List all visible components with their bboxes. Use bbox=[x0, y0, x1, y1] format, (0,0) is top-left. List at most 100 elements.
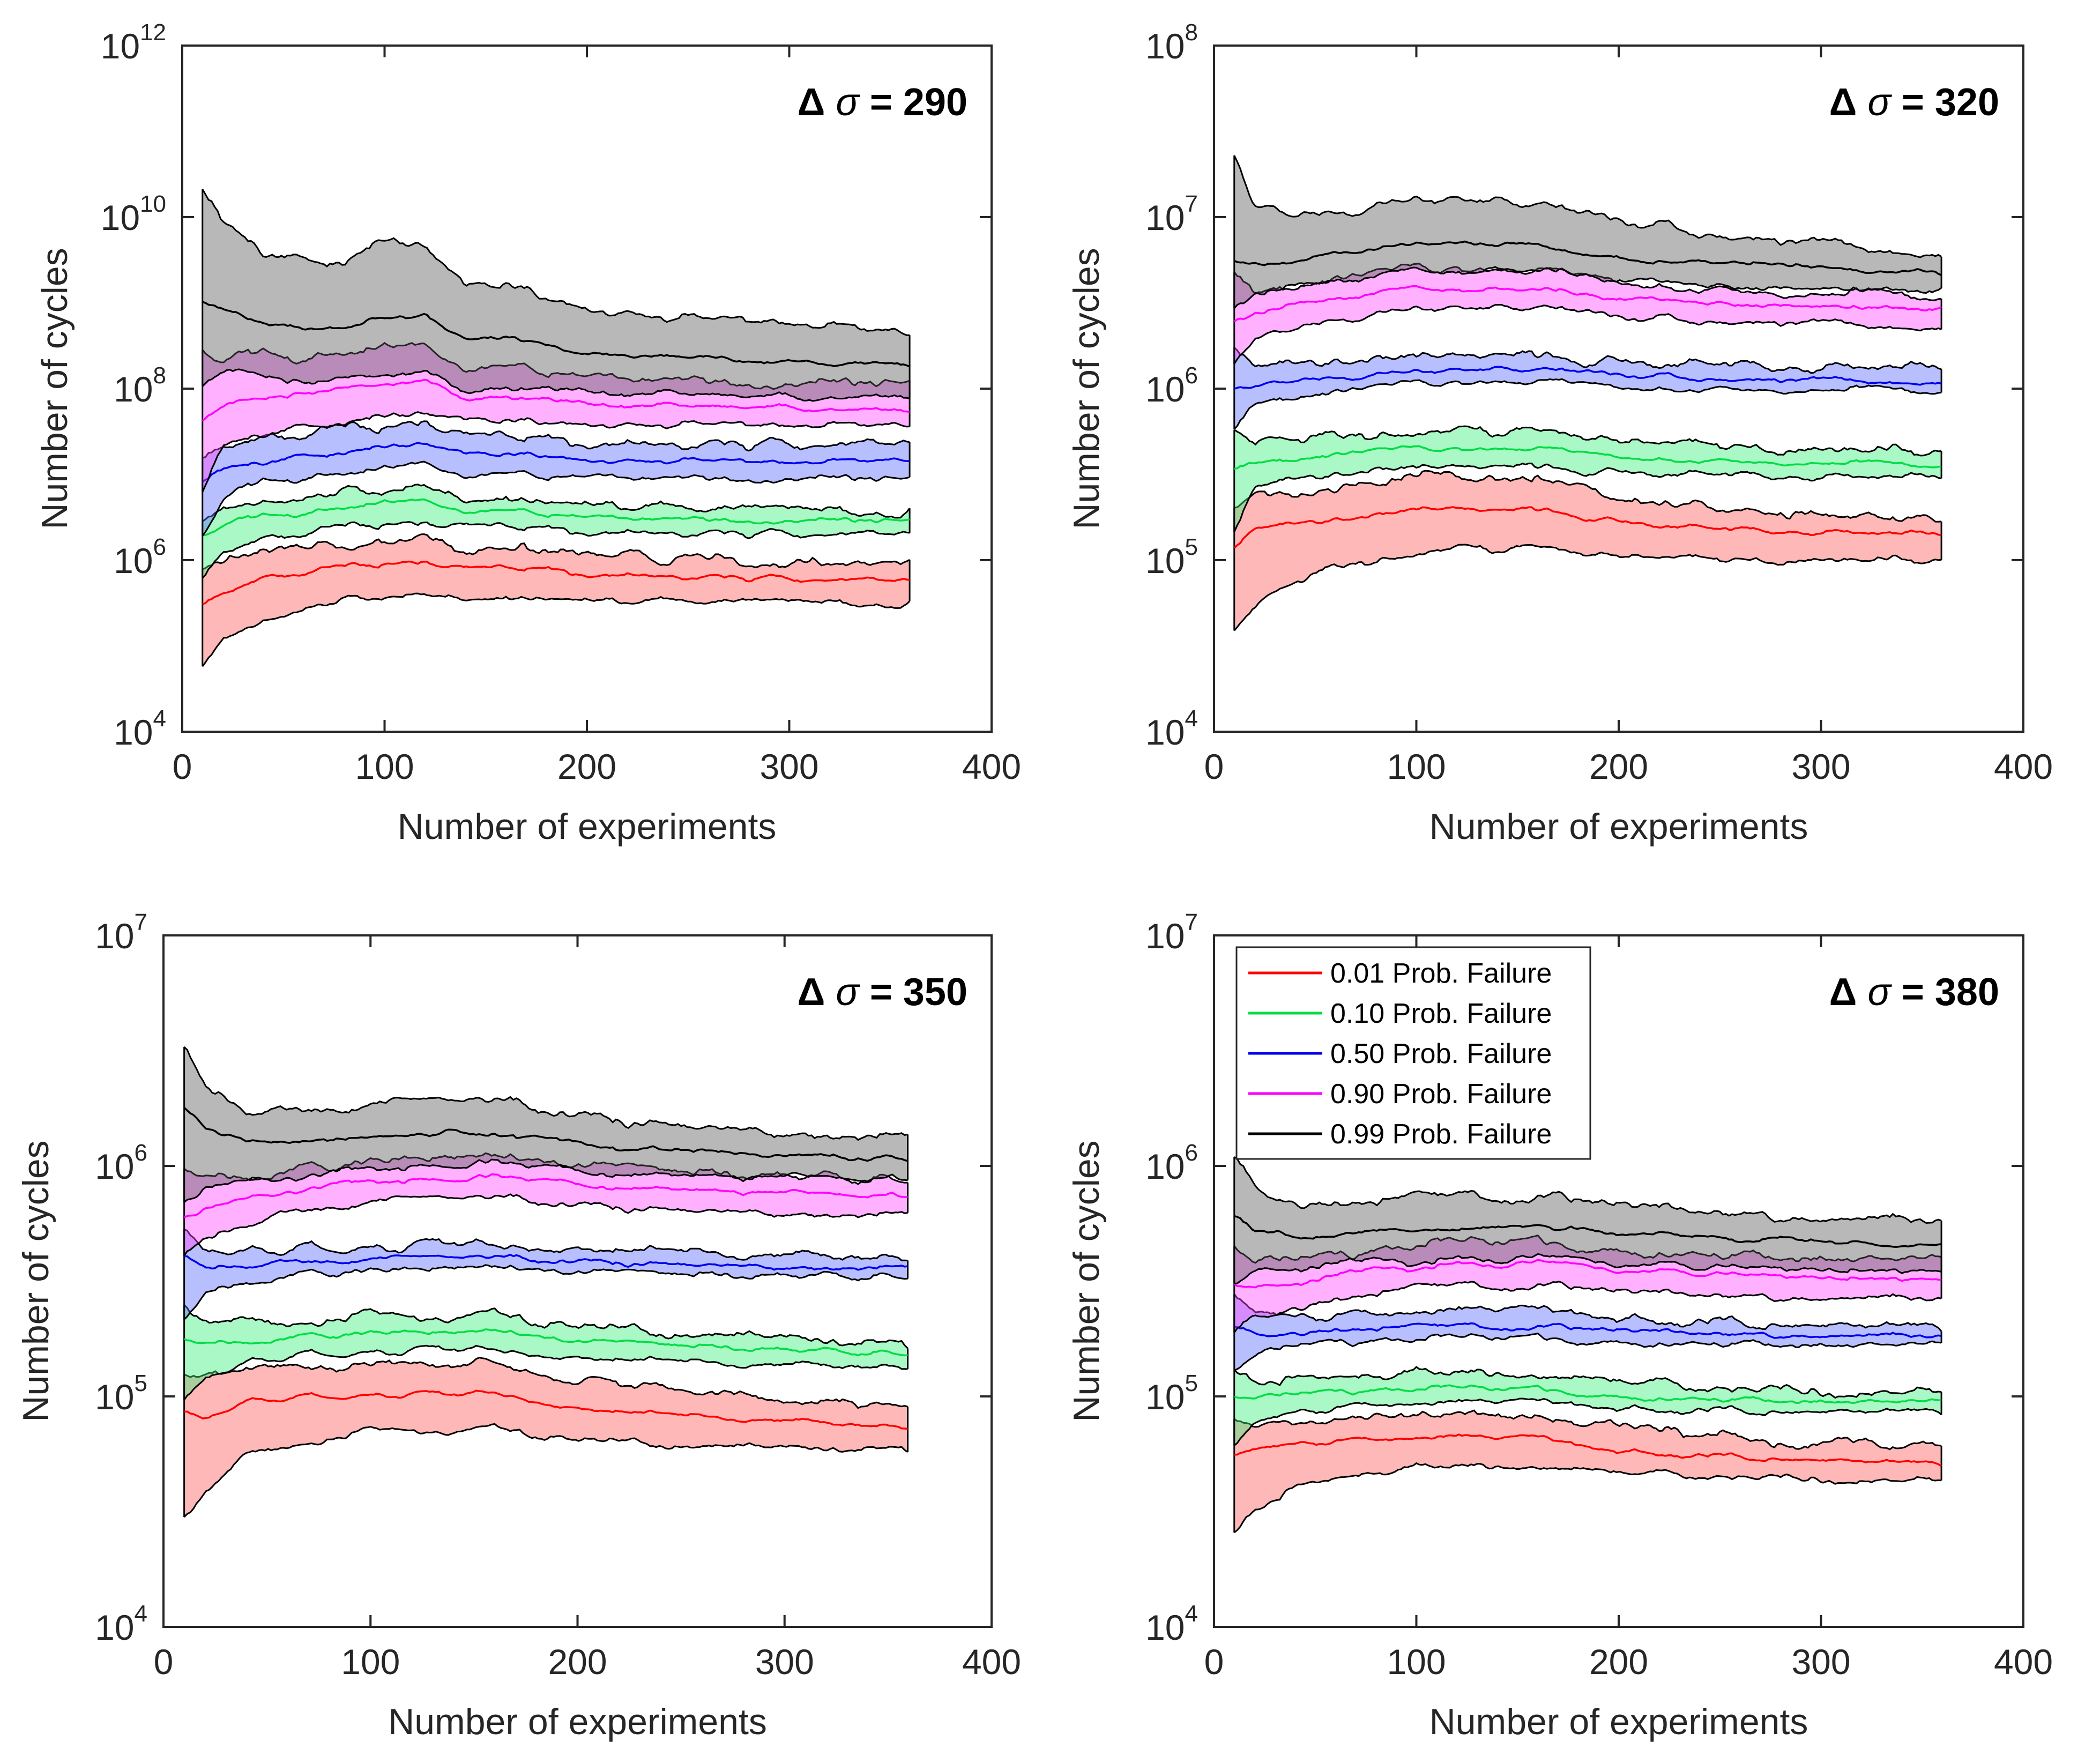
legend-entry-label: 0.99 Prob. Failure bbox=[1330, 1119, 1552, 1150]
y-tick-label: 104 bbox=[1145, 705, 1198, 752]
series-line-3 bbox=[1233, 285, 1942, 323]
plot-area bbox=[1233, 1156, 1942, 1533]
chart-panel-p380: 0 100 200 300 400 104 105 106 107 Number of exper… bbox=[1066, 909, 2053, 1742]
x-tick-label: 200 bbox=[1589, 747, 1648, 786]
x-tick-label: 200 bbox=[1589, 1642, 1648, 1682]
series-line-3 bbox=[183, 1173, 908, 1218]
legend-entry-label: 0.50 Prob. Failure bbox=[1330, 1038, 1552, 1069]
band-lower-edge-3 bbox=[183, 1193, 908, 1257]
x-tick-label: 0 bbox=[1204, 747, 1224, 786]
x-tick-label: 400 bbox=[1994, 747, 2053, 786]
band-lower-edge-2 bbox=[1233, 378, 1942, 430]
x-tick-label: 200 bbox=[557, 747, 616, 786]
band-lower-edge-1 bbox=[1233, 1397, 1942, 1446]
band-3 bbox=[1234, 263, 1942, 364]
band-lower-edge-0 bbox=[183, 1423, 908, 1518]
x-tick-label: 0 bbox=[173, 747, 192, 786]
band-upper-edge-0 bbox=[1234, 470, 1942, 523]
band-upper-edge-1 bbox=[1233, 425, 1942, 457]
band-lower-edge-0 bbox=[1233, 544, 1942, 631]
plot-area bbox=[202, 189, 911, 667]
y-axis-title: Number of cycles bbox=[34, 248, 75, 529]
band-lower-edge-3 bbox=[1233, 1281, 1942, 1333]
series-line-1 bbox=[1234, 445, 1942, 470]
band-4 bbox=[1234, 155, 1942, 309]
x-tick-label: 0 bbox=[154, 1642, 174, 1682]
x-tick-label: 300 bbox=[1791, 1642, 1850, 1682]
series-line-2 bbox=[1234, 366, 1942, 390]
stress-annotation: Δ σ = 290 bbox=[798, 81, 967, 124]
x-axis-title: Number of experiments bbox=[1429, 1701, 1808, 1742]
band-0 bbox=[184, 1357, 908, 1518]
x-tick-label: 100 bbox=[1387, 747, 1446, 786]
y-tick-label: 106 bbox=[1145, 1140, 1198, 1186]
x-tick-label: 400 bbox=[1994, 1642, 2053, 1682]
x-tick-label: 0 bbox=[1204, 1642, 1224, 1682]
y-tick-label: 105 bbox=[1145, 1370, 1198, 1417]
band-0 bbox=[1234, 471, 1942, 631]
y-tick-label: 104 bbox=[95, 1601, 147, 1647]
y-tick-label: 105 bbox=[95, 1370, 147, 1417]
legend-entry-label: 0.10 Prob. Failure bbox=[1330, 998, 1552, 1029]
y-axis-title: Number of cycles bbox=[1066, 1140, 1107, 1422]
y-tick-label: 108 bbox=[1145, 19, 1198, 66]
x-axis-title: Number of experiments bbox=[398, 806, 777, 847]
y-tick-label: 1012 bbox=[101, 19, 166, 66]
band-lower-edge-4 bbox=[1234, 1253, 1942, 1284]
band-upper-edge-4 bbox=[183, 1046, 908, 1141]
band-1 bbox=[1234, 1367, 1942, 1446]
band-1 bbox=[202, 484, 910, 578]
band-2 bbox=[1234, 1294, 1942, 1371]
band-3 bbox=[202, 343, 910, 492]
band-1 bbox=[184, 1305, 908, 1400]
band-3 bbox=[1234, 1235, 1942, 1333]
y-axis-title: Number of cycles bbox=[16, 1140, 56, 1422]
legend-entry-label: 0.01 Prob. Failure bbox=[1330, 958, 1552, 989]
y-tick-label: 106 bbox=[95, 1140, 147, 1186]
band-upper-edge-2 bbox=[183, 1228, 908, 1261]
band-lower-edge-4 bbox=[1233, 266, 1942, 309]
band-lower-edge-4 bbox=[202, 368, 910, 402]
y-tick-label: 1010 bbox=[101, 191, 166, 237]
y-tick-label: 107 bbox=[1145, 191, 1198, 237]
series-line-2 bbox=[1234, 1322, 1942, 1339]
x-tick-label: 300 bbox=[1791, 747, 1850, 786]
series-line-4 bbox=[202, 301, 910, 368]
band-4 bbox=[1234, 1157, 1942, 1284]
band-lower-edge-3 bbox=[1233, 303, 1942, 365]
band-lower-edge-1 bbox=[202, 521, 910, 579]
x-tick-label: 400 bbox=[962, 747, 1021, 786]
band-lower-edge-2 bbox=[1234, 1332, 1942, 1371]
plot-area bbox=[183, 1046, 909, 1518]
x-tick-label: 100 bbox=[1387, 1642, 1446, 1682]
stress-annotation: Δ σ = 380 bbox=[1829, 971, 1999, 1014]
series-line-0 bbox=[184, 1389, 908, 1430]
legend-entry-label: 0.90 Prob. Failure bbox=[1330, 1079, 1552, 1110]
band-upper-edge-4 bbox=[1233, 155, 1942, 258]
x-axis-title: Number of experiments bbox=[1429, 806, 1808, 847]
stress-annotation: Δ σ = 320 bbox=[1829, 81, 1999, 124]
series-line-3 bbox=[1233, 1259, 1942, 1289]
y-tick-label: 108 bbox=[114, 362, 166, 409]
y-tick-label: 107 bbox=[95, 909, 147, 956]
band-3 bbox=[184, 1153, 908, 1256]
series-line-0 bbox=[1233, 506, 1942, 549]
y-tick-label: 106 bbox=[114, 534, 166, 581]
series-line-3 bbox=[202, 378, 910, 422]
band-lower-edge-0 bbox=[1233, 1462, 1942, 1533]
x-tick-label: 300 bbox=[755, 1642, 814, 1682]
series-line-4 bbox=[183, 1106, 908, 1162]
legend: 0.01 Prob. Failure 0.10 Prob. Failure 0.50… bbox=[1235, 946, 1591, 1160]
x-tick-label: 400 bbox=[962, 1642, 1021, 1682]
band-upper-edge-3 bbox=[202, 341, 910, 390]
band-lower-edge-1 bbox=[183, 1344, 908, 1401]
series-line-0 bbox=[202, 560, 910, 605]
band-lower-edge-3 bbox=[202, 411, 910, 493]
band-upper-edge-1 bbox=[202, 484, 911, 522]
band-lower-edge-4 bbox=[183, 1158, 908, 1203]
band-4 bbox=[184, 1047, 908, 1202]
series-line-0 bbox=[1234, 1433, 1942, 1467]
x-axis-title: Number of experiments bbox=[388, 1701, 767, 1742]
y-tick-label: 104 bbox=[1145, 1601, 1198, 1647]
y-tick-label: 105 bbox=[1145, 534, 1198, 581]
